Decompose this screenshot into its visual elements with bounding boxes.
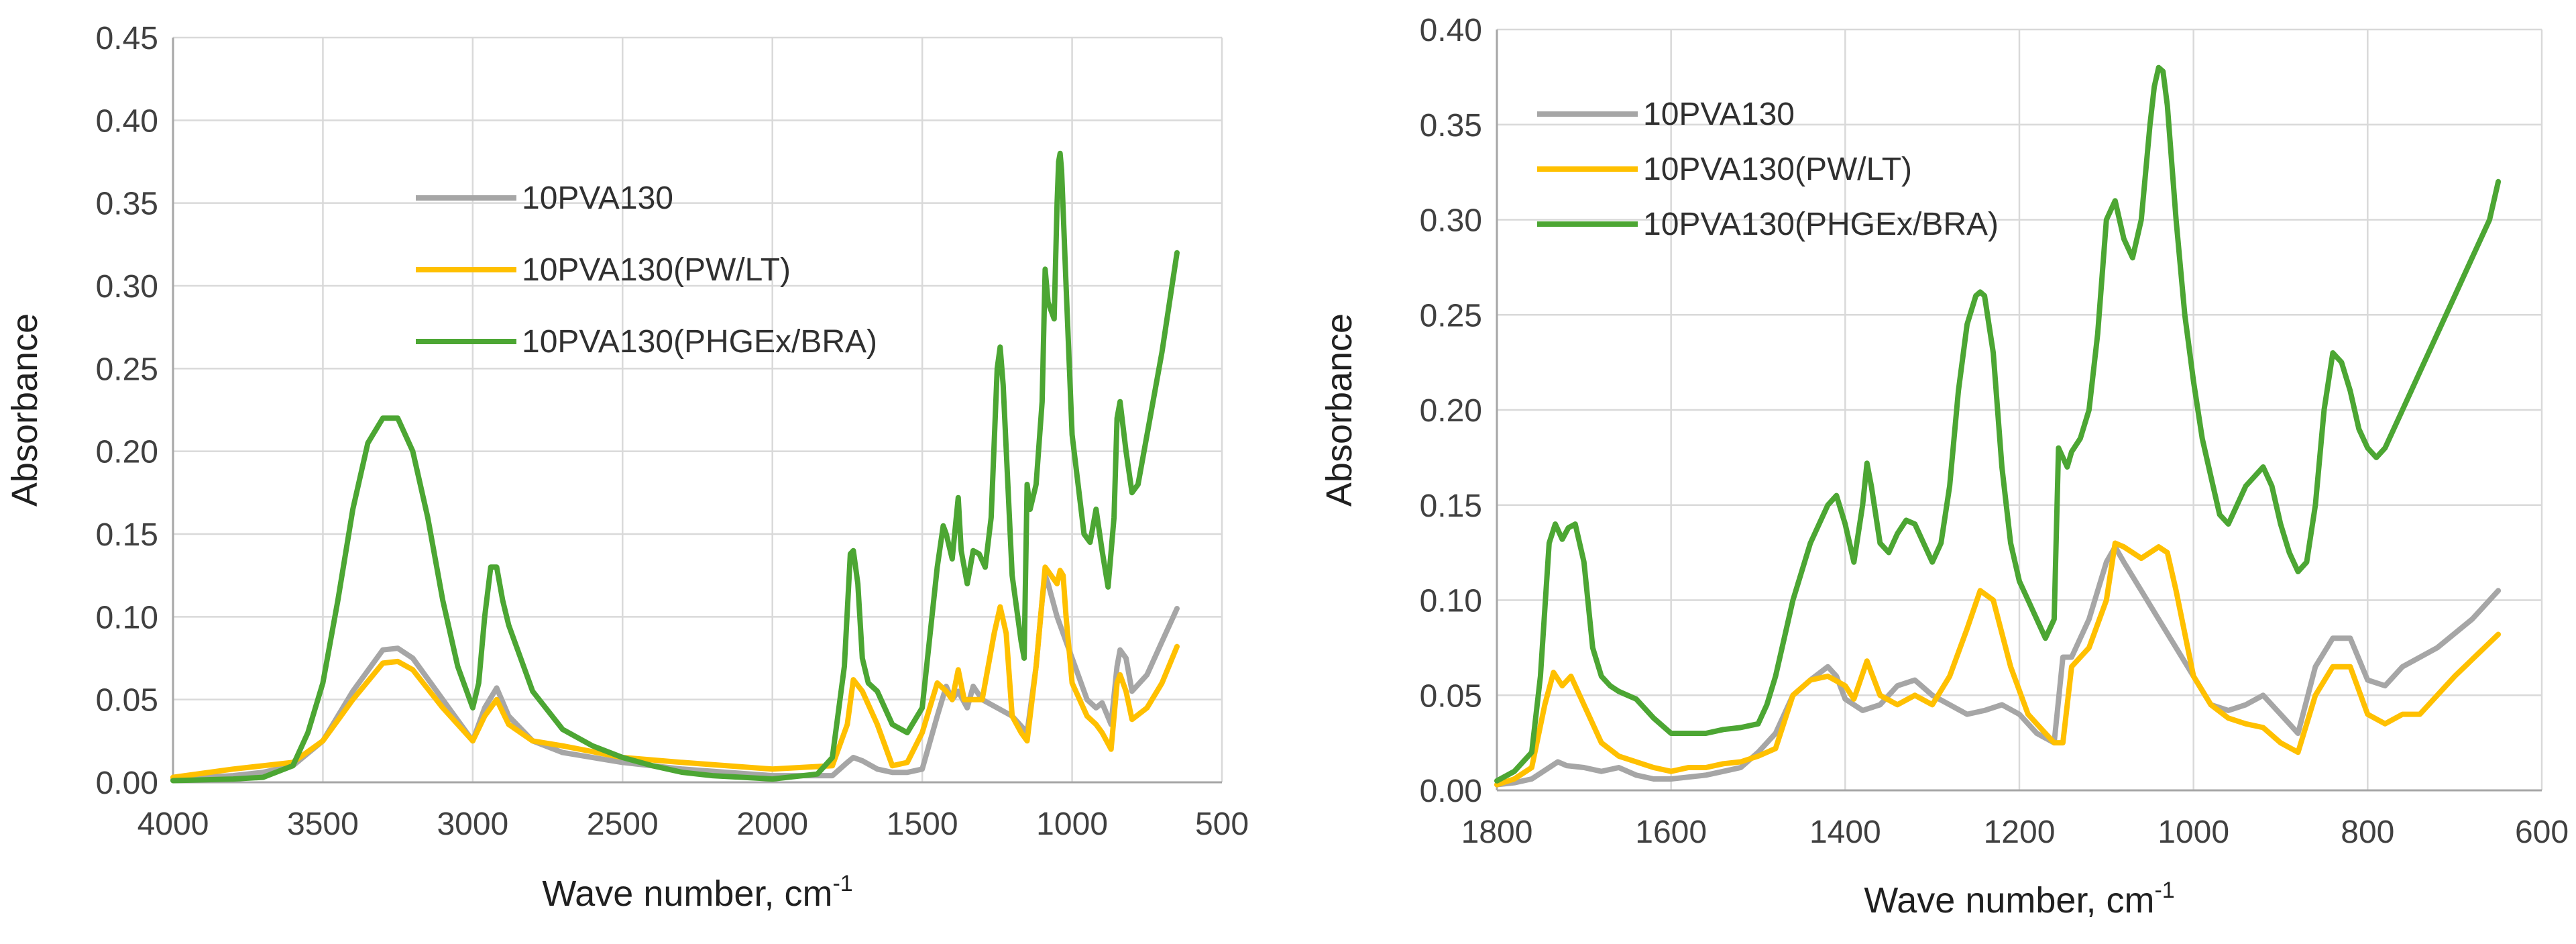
y-tick-label: 0.05 — [96, 683, 158, 719]
x-axis-title-text: Wave number, cm — [1864, 880, 2154, 921]
right-chart-panel: 0.00 0.05 0.10 0.15 0.20 0.25 0.30 0.35 0.40 1800… — [1319, 13, 2569, 921]
x-tick-label: 1400 — [1809, 815, 1881, 850]
y-tick-label: 0.30 — [96, 269, 158, 305]
y-tick-label: 0.40 — [1420, 13, 1482, 48]
y-tick-label: 0.30 — [1420, 203, 1482, 239]
y-tick-label: 0.10 — [1420, 584, 1482, 619]
legend-label: 10PVA130(PHGEx/BRA) — [1643, 207, 1999, 242]
x-axis-title: Wave number, cm-1 — [542, 871, 852, 914]
series-line-2 — [1494, 64, 2502, 784]
y-tick-label: 0.15 — [96, 517, 158, 553]
y-tick-label: 0.25 — [1420, 298, 1482, 333]
legend-label: 10PVA130(PW/LT) — [522, 252, 791, 288]
series-line-0 — [1494, 544, 2502, 788]
left-chart-panel: 0.00 0.05 0.10 0.15 0.20 0.25 0.30 0.35 0.40 0.45… — [5, 21, 1249, 914]
x-tick-label: 4000 — [137, 806, 209, 842]
x-tick-label: 1600 — [1635, 815, 1707, 850]
x-tick-label: 1000 — [1036, 806, 1108, 842]
y-tick-label: 0.45 — [96, 21, 158, 56]
legend-label: 10PVA130 — [522, 180, 673, 216]
y-tick-label: 0.15 — [1420, 488, 1482, 524]
y-tick-label: 0.40 — [96, 103, 158, 139]
x-tick-label: 1500 — [887, 806, 958, 842]
y-tick-label: 0.00 — [1420, 774, 1482, 809]
x-axis-title: Wave number, cm-1 — [1864, 878, 2174, 921]
series-line-1 — [170, 564, 1180, 780]
series-line-2 — [170, 150, 1180, 784]
legend-label: 10PVA130(PHGEx/BRA) — [522, 324, 877, 360]
x-axis-title-superscript: -1 — [2154, 878, 2174, 903]
x-tick-label: 1200 — [1984, 815, 2056, 850]
x-tick-label: 3500 — [287, 806, 359, 842]
legend-label: 10PVA130(PW/LT) — [1643, 152, 1912, 187]
x-axis-title-text: Wave number, cm — [542, 874, 832, 914]
y-tick-label: 0.20 — [1420, 393, 1482, 429]
x-tick-label: 3000 — [437, 806, 508, 842]
series-line-0 — [170, 572, 1180, 782]
x-tick-label: 500 — [1195, 806, 1249, 842]
x-tick-label: 2000 — [736, 806, 808, 842]
legend-label: 10PVA130 — [1643, 97, 1795, 132]
y-tick-label: 0.10 — [96, 600, 158, 635]
y-tick-label: 0.35 — [96, 187, 158, 222]
x-tick-label: 1800 — [1461, 815, 1533, 850]
y-axis-title: Absorbance — [5, 313, 45, 507]
x-tick-label: 800 — [2341, 815, 2394, 850]
x-tick-label: 1000 — [2158, 815, 2229, 850]
y-axis-title: Absorbance — [1319, 313, 1359, 507]
x-tick-label: 600 — [2515, 815, 2569, 850]
y-tick-label: 0.25 — [96, 352, 158, 387]
y-tick-label: 0.20 — [96, 435, 158, 470]
series-line-1 — [1494, 540, 2502, 788]
x-tick-label: 2500 — [587, 806, 659, 842]
y-tick-label: 0.35 — [1420, 108, 1482, 144]
y-tick-label: 0.00 — [96, 766, 158, 801]
y-tick-label: 0.05 — [1420, 678, 1482, 714]
x-axis-title-superscript: -1 — [832, 871, 852, 896]
